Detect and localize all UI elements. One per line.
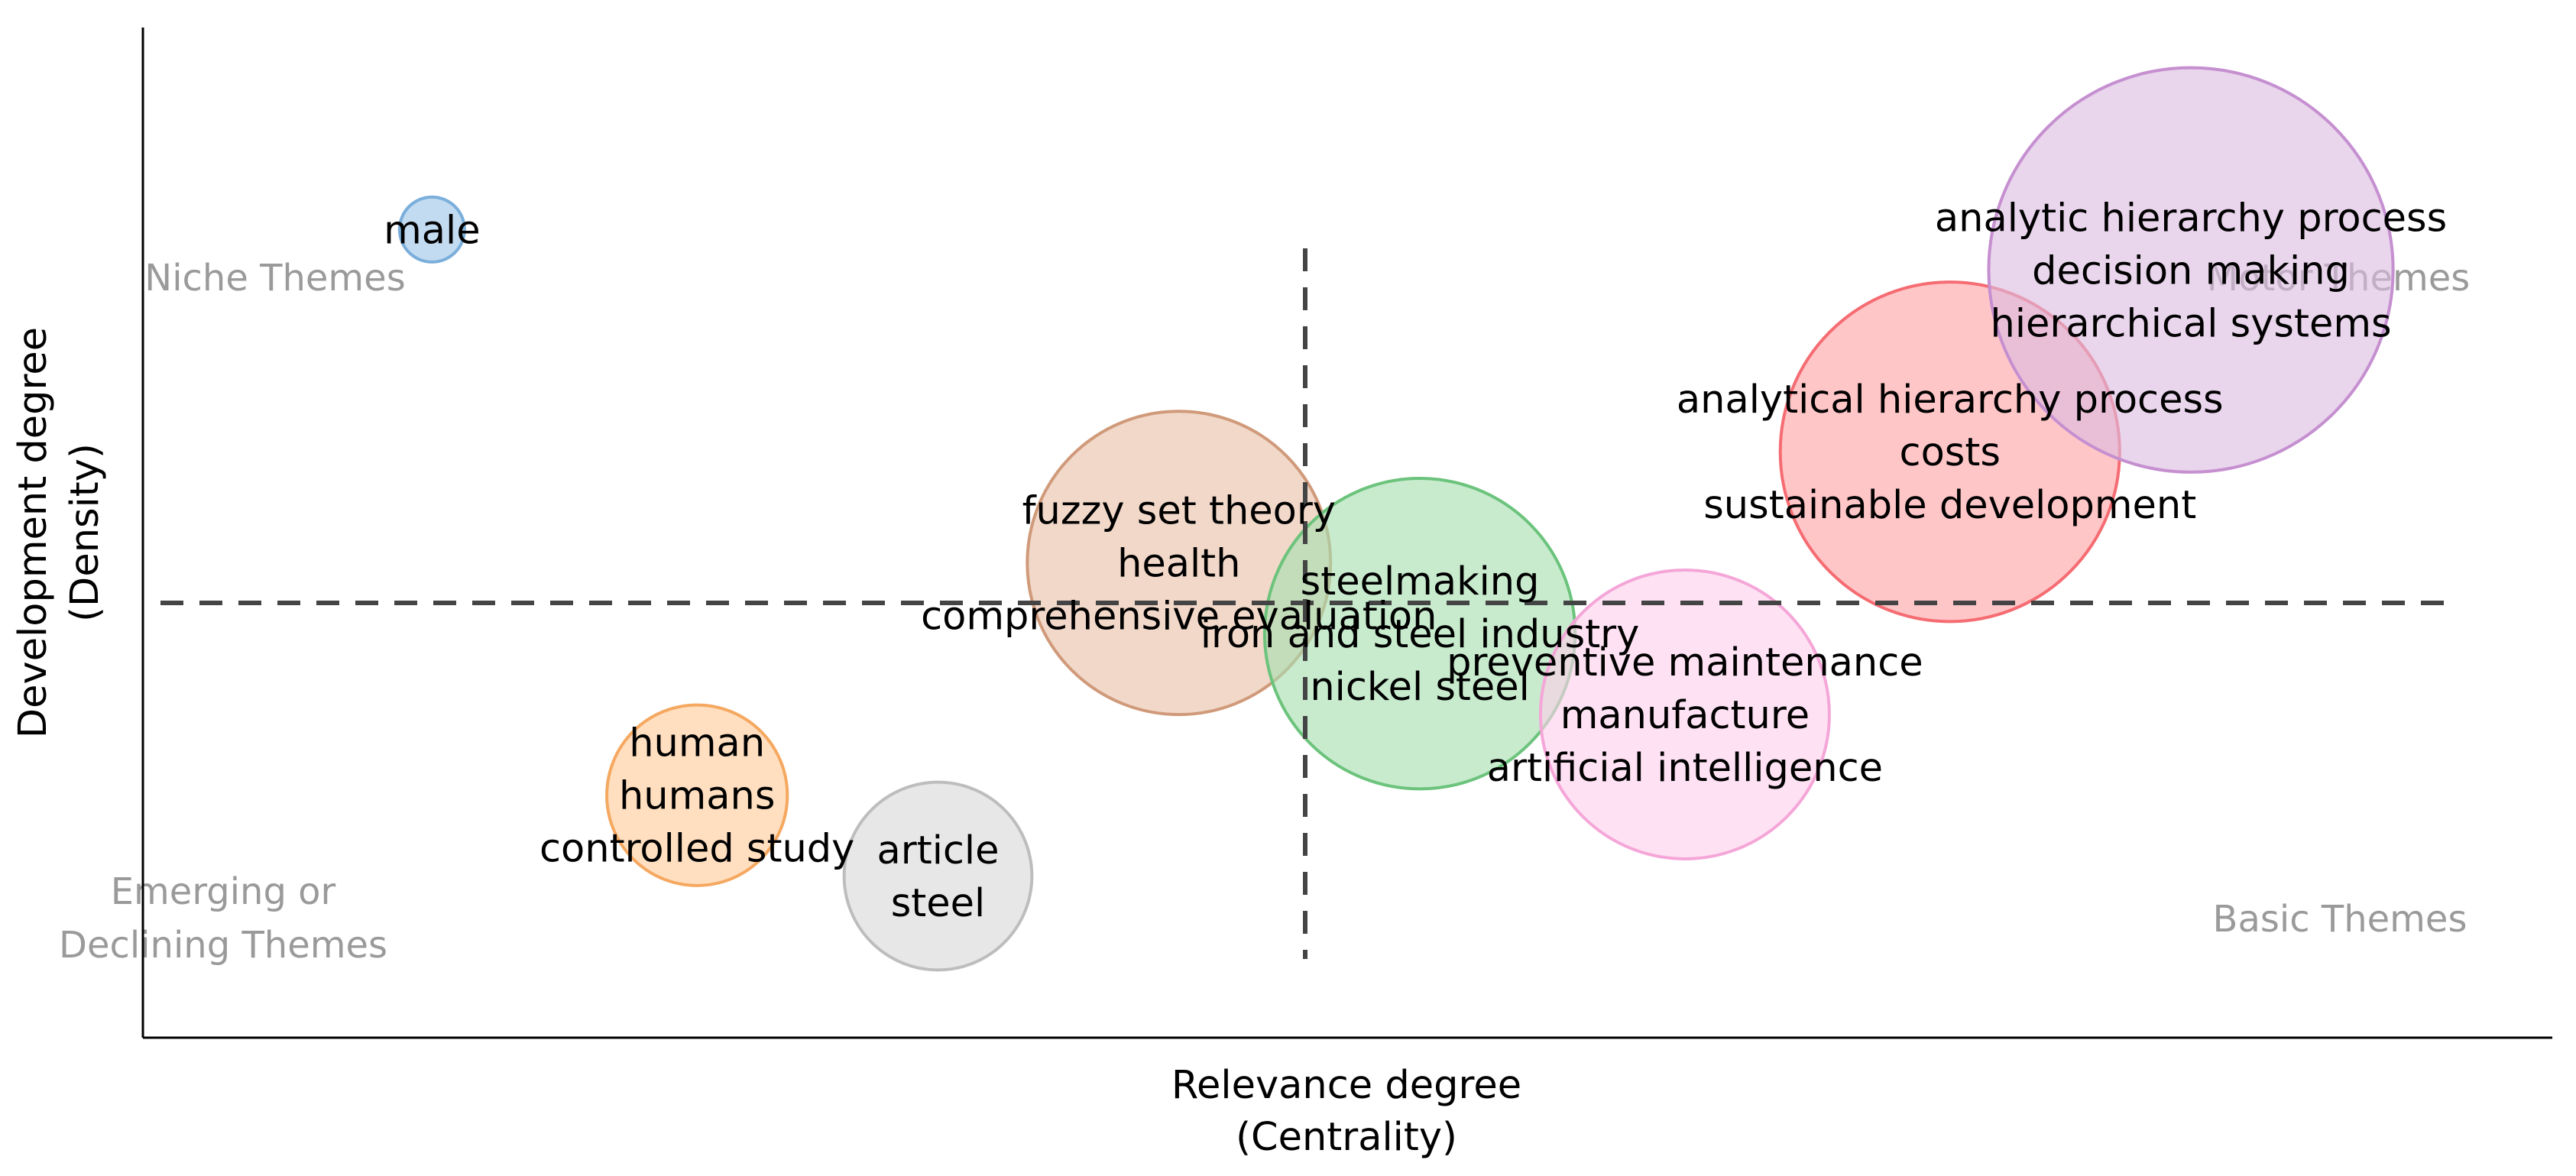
- quadrant-label-basic: Basic Themes: [2213, 898, 2467, 941]
- bubble-8-label-3: hierarchical systems: [1991, 301, 2392, 346]
- quadrant-label-emerging-line2: Declining Themes: [59, 924, 387, 967]
- bubble-8-label-1: analytic hierarchy process: [1935, 196, 2447, 241]
- bubble-7-label-2: costs: [1900, 430, 2001, 475]
- quadrant-label-niche: Niche Themes: [144, 257, 405, 300]
- bubble-2-label-3: controlled study: [540, 827, 854, 872]
- bubble-labels-layer: male human humans controlled study article st…: [384, 196, 2447, 926]
- bubble-6-label-2: manufacture: [1560, 693, 1810, 738]
- bubble-8-label-2: decision making: [2032, 248, 2350, 293]
- quadrant-label-emerging-line1: Emerging or: [111, 870, 336, 913]
- bubble-3: [842, 780, 1034, 972]
- bubble-3-label-2: steel: [891, 881, 986, 926]
- bubble-2-label-2: humans: [619, 774, 775, 819]
- axes: [141, 28, 2552, 1039]
- bubbles-layer: [397, 66, 2395, 972]
- axis-titles: Relevance degree (Centrality) Developmen…: [11, 327, 1521, 1160]
- bubble-7-label-1: analytical hierarchy process: [1677, 377, 2224, 423]
- bubble-6-label-3: artificial intelligence: [1487, 746, 1883, 791]
- bubble-4-label-1: fuzzy set theory: [1022, 489, 1336, 534]
- bubble-5-label-3: nickel steel: [1310, 665, 1530, 710]
- bubble-4-label-3: comprehensive evaluation: [921, 594, 1437, 640]
- x-axis-title-line1: Relevance degree: [1171, 1063, 1521, 1108]
- bubble-1-label-1: male: [384, 208, 480, 253]
- bubble-8: [1987, 66, 2395, 474]
- bubble-2: [605, 703, 789, 887]
- bubble-5-label-2: iron and steel industry: [1201, 612, 1640, 657]
- bubble-1: [397, 195, 466, 264]
- bubble-5-label-1: steelmaking: [1301, 559, 1540, 604]
- bubble-4-label-2: health: [1117, 542, 1240, 587]
- reference-lines: [160, 248, 2445, 959]
- bubble-2-label-1: human: [629, 721, 765, 766]
- x-axis-title-line2: (Centrality): [1236, 1115, 1457, 1160]
- bubble-3-label-1: article: [876, 828, 999, 873]
- bubble-6: [1538, 568, 1831, 860]
- bubble-6-label-1: preventive maintenance: [1447, 640, 1923, 685]
- y-axis-title-line2: (Density): [63, 443, 108, 622]
- bubble-7-label-3: sustainable development: [1703, 483, 2196, 528]
- y-axis-title-line1: Development degree: [11, 327, 56, 738]
